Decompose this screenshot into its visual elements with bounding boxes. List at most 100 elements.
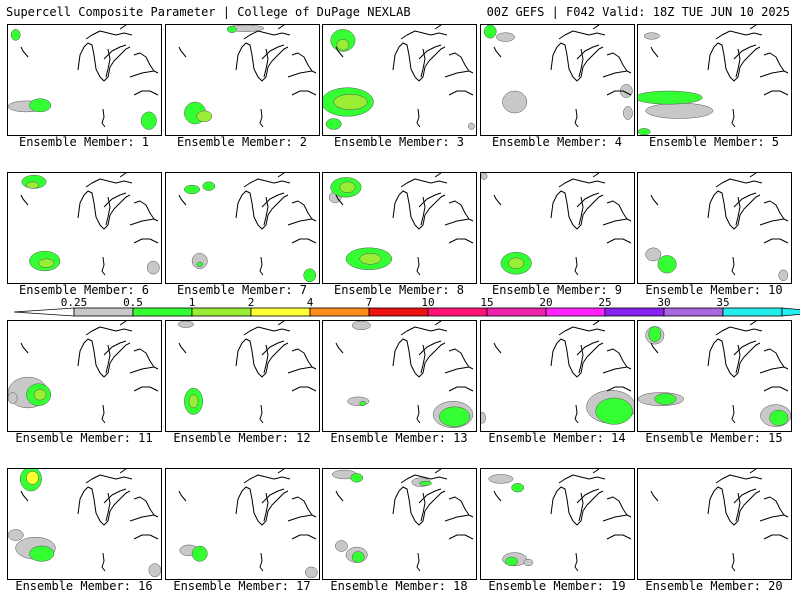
color-scale-bar: 0.25 0.5 1 2 4 7 10 15 20 25 30 35	[0, 297, 800, 321]
scp-contour	[303, 268, 317, 283]
scp-contour	[643, 32, 660, 40]
basemap-outline	[335, 321, 474, 424]
ensemble-panel	[7, 24, 162, 136]
scp-contour	[8, 392, 18, 404]
basemap-outline	[20, 173, 159, 276]
member-label: Ensemble Member: 15	[645, 431, 783, 445]
ensemble-panel	[7, 320, 162, 432]
scp-contour	[657, 255, 677, 274]
basemap-outline	[178, 173, 317, 276]
colorbar-left-tip	[13, 307, 75, 317]
basemap-outline	[650, 173, 789, 276]
member-label: Ensemble Member: 9	[491, 283, 623, 297]
colorbar-tick-label: 0.25	[61, 297, 88, 309]
scp-contour	[523, 558, 534, 567]
member-label: Ensemble Member: 7	[176, 283, 308, 297]
scp-contour	[359, 401, 367, 406]
scp-contour	[483, 25, 497, 39]
basemap-outline	[335, 469, 474, 572]
scp-contour	[146, 260, 160, 275]
colorbar-tick-label: 1	[189, 297, 196, 309]
scp-contour	[29, 545, 55, 562]
basemap-outline	[493, 469, 632, 572]
scp-contour	[505, 556, 518, 567]
panel-map	[650, 469, 789, 572]
scp-contour	[196, 110, 213, 123]
member-label: Ensemble Member: 18	[330, 579, 468, 593]
member-label: Ensemble Member: 19	[488, 579, 626, 593]
colorbar-tick-label: 25	[598, 297, 611, 309]
panel-map	[323, 25, 475, 130]
member-label: Ensemble Member: 14	[488, 431, 626, 445]
scp-contour	[645, 247, 662, 262]
scp-contour	[10, 29, 21, 41]
scp-contour	[351, 321, 371, 331]
ensemble-panel	[322, 24, 477, 136]
scp-contour	[638, 90, 703, 105]
scp-contour	[29, 98, 52, 113]
scp-contour	[359, 253, 382, 265]
scp-contour	[196, 261, 204, 267]
panel-map	[335, 321, 474, 428]
scp-contour	[8, 529, 24, 541]
colorbar-segment	[604, 307, 665, 317]
ensemble-panel	[480, 172, 635, 284]
scp-contour	[350, 473, 364, 483]
panel-map	[481, 321, 634, 425]
colorbar-segment	[191, 307, 252, 317]
colorbar-segment	[132, 307, 193, 317]
member-label: Ensemble Member: 6	[18, 283, 150, 297]
panel-map	[483, 25, 633, 128]
scp-contour	[648, 326, 662, 343]
colorbar-segment	[663, 307, 724, 317]
scp-contour	[645, 102, 714, 119]
ensemble-panel	[165, 24, 320, 136]
colorbar-segment	[309, 307, 370, 317]
scp-contour	[184, 184, 200, 195]
ensemble-panel	[322, 172, 477, 284]
scp-contour	[502, 90, 528, 114]
member-label: Ensemble Member: 12	[173, 431, 311, 445]
panel-map	[638, 25, 789, 135]
panel-map	[8, 321, 159, 424]
scp-contour	[333, 94, 368, 110]
colorbar-tick-label: 10	[421, 297, 434, 309]
scp-contour	[191, 545, 208, 562]
member-label: Ensemble Member: 17	[173, 579, 311, 593]
scp-contour	[33, 388, 47, 401]
basemap-outline	[493, 173, 632, 276]
scp-contour	[481, 173, 488, 180]
scp-contour	[26, 470, 39, 485]
colorbar-tick-label: 35	[716, 297, 729, 309]
ensemble-panel	[322, 320, 477, 432]
ensemble-panel	[480, 320, 635, 432]
scp-contour	[202, 181, 216, 191]
scp-contour	[511, 483, 525, 493]
basemap-outline	[493, 321, 632, 424]
colorbar-tick-label: 4	[307, 297, 314, 309]
scp-contour	[468, 122, 475, 130]
member-label: Ensemble Member: 3	[333, 135, 465, 149]
panel-map	[328, 173, 474, 276]
scp-contour	[148, 563, 161, 578]
basemap-outline	[650, 469, 789, 572]
scp-contour	[769, 409, 789, 426]
member-label: Ensemble Member: 1	[18, 135, 150, 149]
colorbar-segment	[250, 307, 311, 317]
ensemble-panel	[637, 172, 792, 284]
colorbar-tick-label: 7	[366, 297, 373, 309]
ensemble-panel	[165, 320, 320, 432]
scp-contour	[177, 321, 194, 328]
scp-contour	[140, 111, 157, 130]
scp-contour	[488, 474, 514, 484]
colorbar-segment	[486, 307, 547, 317]
member-label: Ensemble Member: 11	[15, 431, 153, 445]
colorbar-segment	[427, 307, 488, 317]
ensemble-panel	[480, 468, 635, 580]
colorbar-tick-label: 15	[480, 297, 493, 309]
scp-contour	[304, 566, 318, 579]
run-info: 00Z GEFS | F042 Valid: 18Z TUE JUN 10 20…	[486, 5, 790, 19]
basemap-outline	[650, 321, 789, 424]
panel-map	[331, 469, 474, 572]
panel-map	[488, 469, 632, 572]
